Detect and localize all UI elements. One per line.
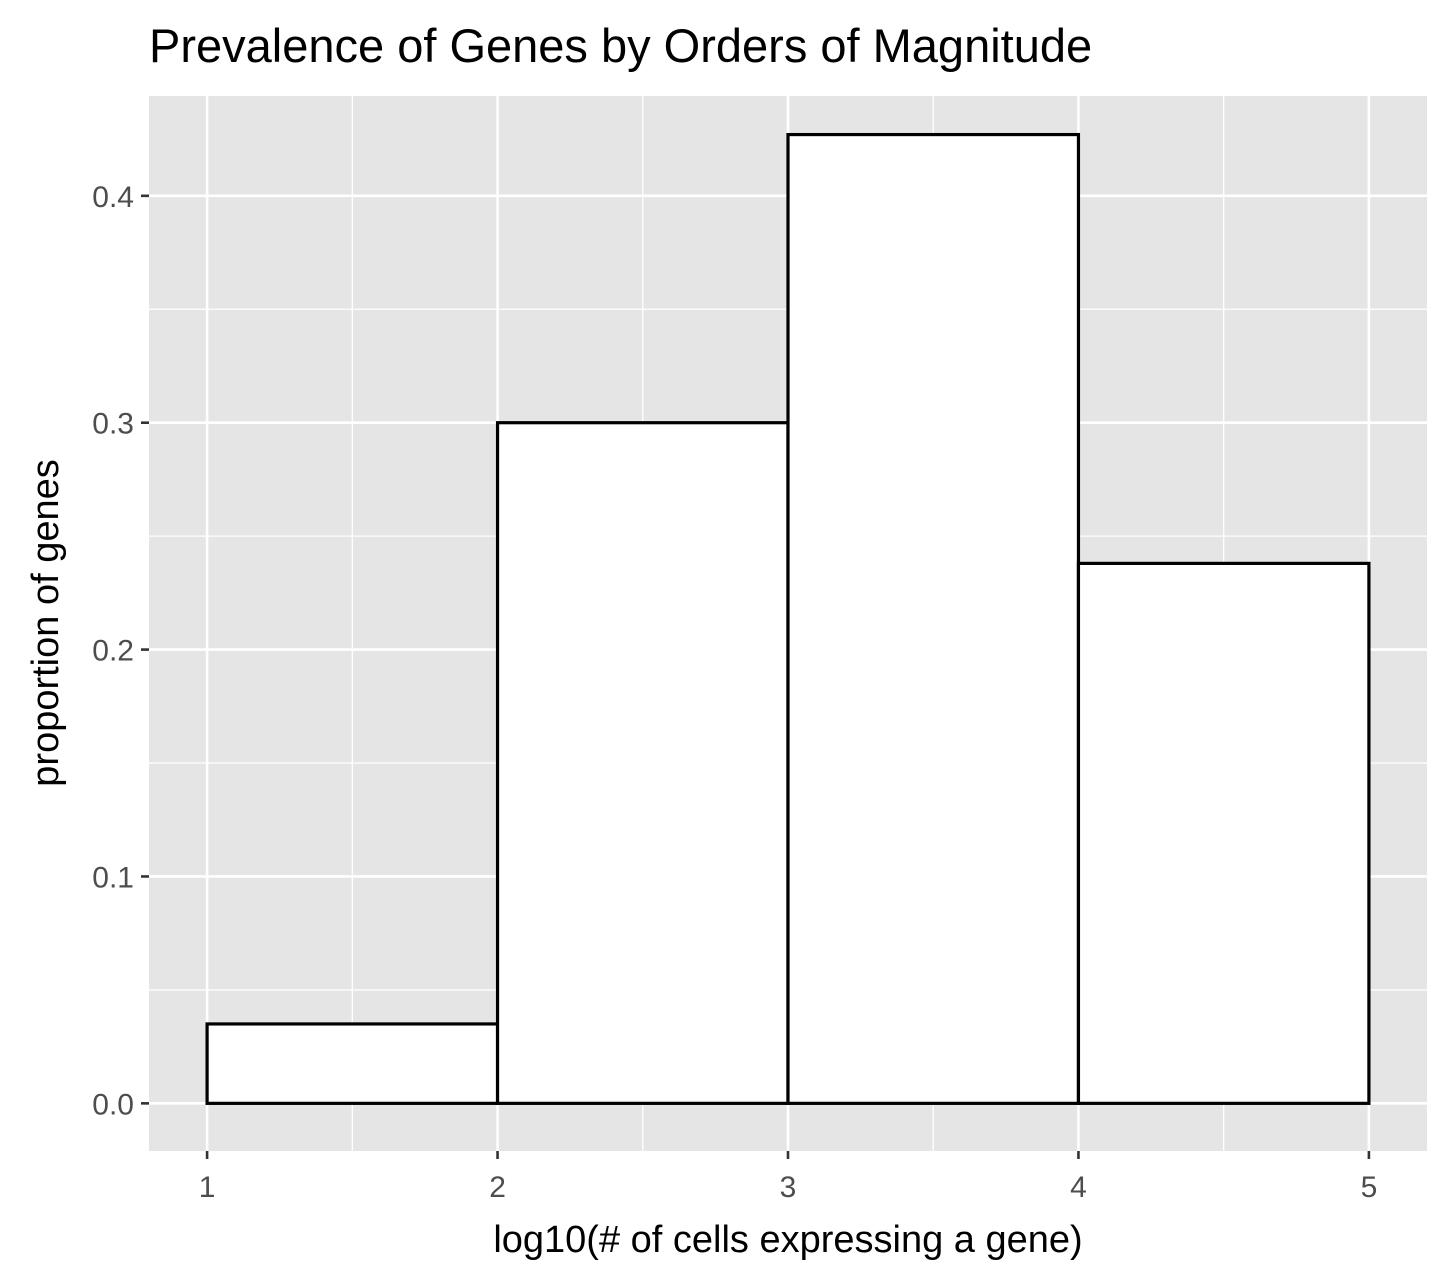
x-axis: 1 2 3 4 5: [199, 1151, 1378, 1204]
bars: [205, 132, 1371, 1105]
y-tick-label: 0.1: [92, 861, 134, 894]
x-tick-label: 5: [1361, 1171, 1378, 1204]
histogram-bar-1: [205, 1022, 500, 1105]
histogram-bar-2: [495, 421, 790, 1105]
histogram-bar-4: [1076, 561, 1371, 1105]
chart-title: Prevalence of Genes by Orders of Magnitu…: [149, 19, 1092, 72]
y-axis: 0.0 0.1 0.2 0.3 0.4: [92, 181, 149, 1121]
x-tick-label: 4: [1070, 1171, 1087, 1204]
y-axis-title: proportion of genes: [25, 459, 67, 786]
x-tick-label: 2: [489, 1171, 506, 1204]
x-tick-label: 1: [199, 1171, 216, 1204]
y-tick-label: 0.3: [92, 408, 134, 441]
histogram-bar-3: [786, 132, 1081, 1105]
y-tick-label: 0.4: [92, 181, 134, 214]
y-tick-label: 0.2: [92, 635, 134, 668]
x-axis-title: log10(# of cells expressing a gene): [493, 1219, 1082, 1261]
x-tick-label: 3: [780, 1171, 797, 1204]
y-tick-label: 0.0: [92, 1088, 134, 1121]
